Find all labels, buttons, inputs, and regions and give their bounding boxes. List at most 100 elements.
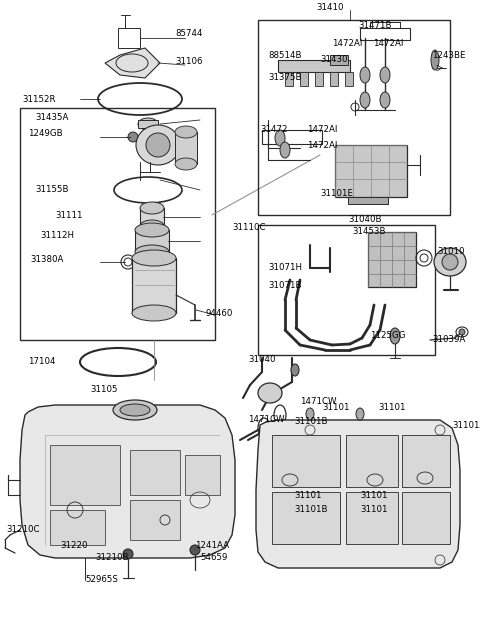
- Text: 54659: 54659: [200, 554, 228, 563]
- Bar: [258, 225, 435, 355]
- Bar: [132, 258, 176, 313]
- Text: 1249GB: 1249GB: [28, 129, 62, 138]
- Bar: [335, 145, 407, 197]
- Ellipse shape: [175, 158, 197, 170]
- Ellipse shape: [138, 118, 158, 130]
- Text: 31105: 31105: [90, 386, 118, 395]
- Ellipse shape: [140, 220, 164, 232]
- Text: 31410: 31410: [316, 3, 344, 12]
- Ellipse shape: [459, 329, 465, 335]
- Text: 31375B: 31375B: [268, 73, 301, 82]
- Ellipse shape: [434, 248, 466, 276]
- Ellipse shape: [136, 125, 180, 165]
- Text: 31380A: 31380A: [30, 255, 63, 264]
- Text: 1125GG: 1125GG: [370, 331, 406, 340]
- Text: 31220: 31220: [60, 541, 87, 550]
- Polygon shape: [20, 405, 235, 558]
- Bar: [330, 55, 348, 65]
- Text: 31106: 31106: [175, 57, 203, 66]
- Bar: [300, 72, 308, 86]
- Polygon shape: [256, 420, 460, 568]
- Text: 31101: 31101: [294, 491, 322, 500]
- Text: 52965S: 52965S: [85, 575, 118, 584]
- Ellipse shape: [291, 364, 299, 376]
- Text: 1471CW: 1471CW: [248, 415, 285, 424]
- Text: 31112H: 31112H: [40, 231, 74, 240]
- Text: 31110C: 31110C: [232, 224, 265, 233]
- Ellipse shape: [356, 408, 364, 420]
- Ellipse shape: [132, 305, 176, 321]
- Text: 1241AA: 1241AA: [195, 541, 229, 550]
- Bar: [138, 120, 158, 128]
- Bar: [272, 435, 340, 487]
- Ellipse shape: [360, 67, 370, 83]
- Text: 31101B: 31101B: [294, 417, 327, 426]
- Ellipse shape: [380, 67, 390, 83]
- Text: 31430: 31430: [320, 55, 348, 64]
- Ellipse shape: [306, 408, 314, 420]
- Ellipse shape: [146, 133, 170, 157]
- Bar: [368, 232, 416, 287]
- Text: 31210C: 31210C: [6, 525, 39, 534]
- Bar: [135, 230, 169, 252]
- Text: 31039A: 31039A: [432, 336, 465, 345]
- Text: 31101B: 31101B: [294, 505, 327, 514]
- Bar: [118, 28, 140, 48]
- Text: 31453B: 31453B: [352, 228, 385, 237]
- Text: 31210B: 31210B: [95, 554, 129, 563]
- Ellipse shape: [120, 404, 150, 416]
- Ellipse shape: [175, 126, 197, 138]
- Text: 1471CW: 1471CW: [300, 397, 336, 406]
- Bar: [360, 28, 410, 40]
- Bar: [258, 20, 450, 215]
- Text: 31472: 31472: [260, 125, 288, 134]
- Text: 31101A: 31101A: [452, 421, 480, 430]
- Bar: [175, 132, 197, 164]
- Ellipse shape: [135, 223, 169, 237]
- Text: 94460: 94460: [205, 309, 232, 318]
- Ellipse shape: [280, 142, 290, 158]
- Text: 31071H: 31071H: [268, 264, 302, 273]
- Ellipse shape: [128, 132, 138, 142]
- Bar: [346, 492, 398, 544]
- Bar: [20, 108, 215, 340]
- Text: 31101: 31101: [378, 404, 406, 413]
- Ellipse shape: [275, 130, 285, 146]
- Bar: [402, 435, 450, 487]
- Text: 31101: 31101: [322, 404, 349, 413]
- Text: 31155B: 31155B: [35, 185, 69, 194]
- Text: 1472AI: 1472AI: [307, 141, 337, 150]
- Ellipse shape: [390, 328, 400, 344]
- Ellipse shape: [140, 202, 164, 214]
- Ellipse shape: [431, 50, 439, 70]
- Ellipse shape: [190, 545, 200, 555]
- Bar: [130, 450, 180, 495]
- Text: 31152R: 31152R: [22, 95, 56, 104]
- Ellipse shape: [360, 92, 370, 108]
- Text: 31040: 31040: [248, 356, 276, 365]
- Ellipse shape: [132, 250, 176, 266]
- Bar: [285, 72, 293, 86]
- Bar: [130, 500, 180, 540]
- Bar: [346, 435, 398, 487]
- Text: 31101E: 31101E: [320, 188, 353, 197]
- Text: 88514B: 88514B: [268, 51, 301, 60]
- Bar: [185, 455, 220, 495]
- Bar: [278, 60, 350, 72]
- Bar: [50, 445, 120, 505]
- Bar: [330, 72, 338, 86]
- Text: 1472AI: 1472AI: [307, 125, 337, 134]
- Ellipse shape: [135, 245, 169, 259]
- Text: 31071B: 31071B: [268, 280, 301, 289]
- Ellipse shape: [380, 92, 390, 108]
- Ellipse shape: [113, 400, 157, 420]
- Text: 1472AI: 1472AI: [332, 39, 362, 48]
- Text: 31040B: 31040B: [348, 215, 382, 224]
- Bar: [50, 510, 105, 545]
- Bar: [262, 130, 322, 144]
- Text: 31111: 31111: [55, 210, 83, 219]
- Bar: [140, 208, 164, 226]
- Bar: [272, 492, 340, 544]
- Ellipse shape: [442, 254, 458, 270]
- Text: 85744: 85744: [175, 28, 203, 37]
